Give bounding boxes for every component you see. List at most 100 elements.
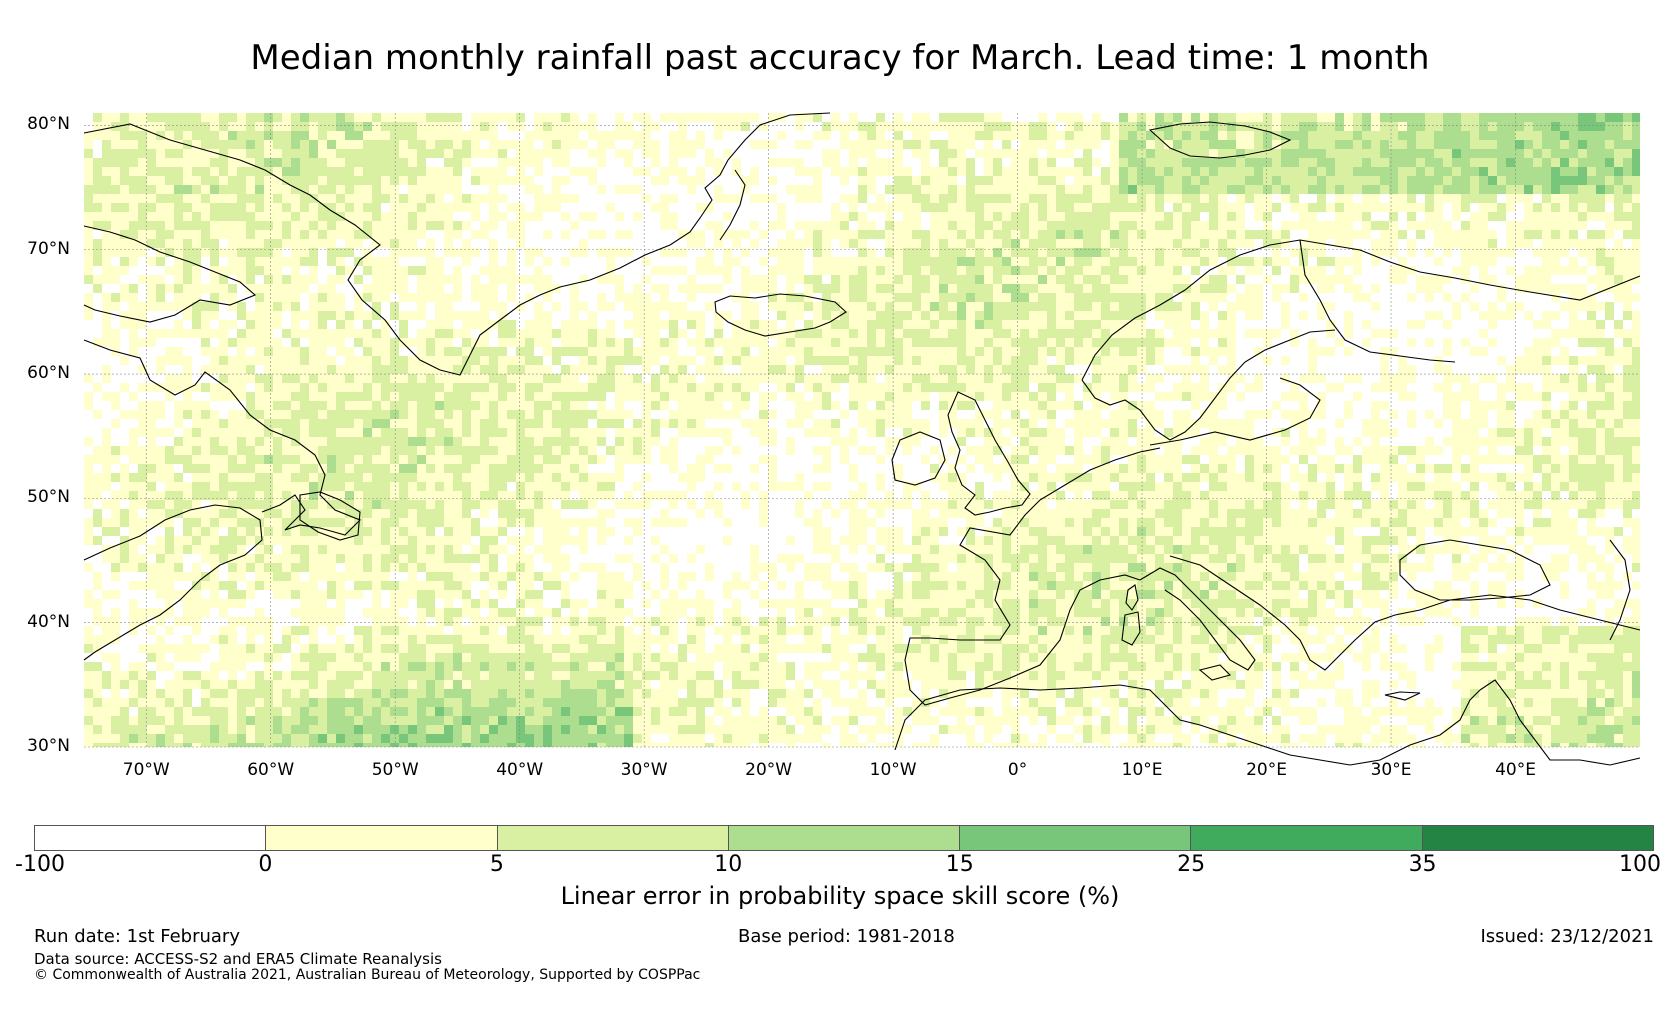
- skill-cell: [1029, 329, 1038, 338]
- skill-cell: [462, 410, 471, 419]
- skill-cell: [921, 347, 930, 356]
- skill-cell: [390, 419, 399, 428]
- skill-cell: [921, 149, 930, 158]
- skill-cell: [1542, 212, 1551, 221]
- skill-cell: [210, 194, 219, 203]
- skill-cell: [1065, 257, 1074, 266]
- skill-cell: [1578, 194, 1587, 203]
- skill-cell: [228, 167, 237, 176]
- skill-cell: [1551, 131, 1560, 140]
- skill-cell: [534, 167, 543, 176]
- skill-cell: [1524, 284, 1533, 293]
- skill-cell: [318, 374, 327, 383]
- skill-cell: [165, 230, 174, 239]
- skill-cell: [1434, 221, 1443, 230]
- skill-cell: [1614, 158, 1623, 167]
- skill-cell: [1281, 257, 1290, 266]
- skill-cell: [723, 356, 732, 365]
- skill-cell: [1056, 275, 1065, 284]
- skill-cell: [237, 437, 246, 446]
- skill-cell: [1056, 167, 1065, 176]
- skill-cell: [1119, 131, 1128, 140]
- skill-cell: [678, 131, 687, 140]
- skill-cell: [876, 428, 885, 437]
- skill-cell: [993, 419, 1002, 428]
- skill-cell: [660, 419, 669, 428]
- skill-cell: [1191, 257, 1200, 266]
- skill-cell: [984, 194, 993, 203]
- skill-cell: [453, 293, 462, 302]
- skill-cell: [1533, 284, 1542, 293]
- skill-cell: [1182, 113, 1191, 122]
- skill-cell: [921, 275, 930, 284]
- skill-cell: [507, 383, 516, 392]
- skill-cell: [1524, 194, 1533, 203]
- skill-cell: [525, 365, 534, 374]
- skill-cell: [426, 167, 435, 176]
- skill-cell: [1470, 410, 1479, 419]
- skill-cell: [894, 311, 903, 320]
- skill-cell: [1326, 347, 1335, 356]
- skill-cell: [1380, 365, 1389, 374]
- skill-cell: [111, 392, 120, 401]
- skill-cell: [642, 428, 651, 437]
- skill-cell: [984, 329, 993, 338]
- skill-cell: [1470, 392, 1479, 401]
- skill-cell: [705, 113, 714, 122]
- skill-cell: [660, 383, 669, 392]
- skill-cell: [831, 212, 840, 221]
- skill-cell: [840, 239, 849, 248]
- skill-cell: [930, 140, 939, 149]
- skill-cell: [570, 284, 579, 293]
- skill-cell: [417, 284, 426, 293]
- skill-cell: [813, 239, 822, 248]
- skill-cell: [1506, 248, 1515, 257]
- skill-cell: [1146, 356, 1155, 365]
- skill-cell: [1290, 122, 1299, 131]
- skill-cell: [1632, 311, 1640, 320]
- skill-cell: [678, 392, 687, 401]
- skill-cell: [984, 320, 993, 329]
- skill-cell: [408, 410, 417, 419]
- skill-cell: [1479, 239, 1488, 248]
- skill-cell: [813, 338, 822, 347]
- skill-cell: [1605, 167, 1614, 176]
- skill-cell: [1191, 356, 1200, 365]
- skill-cell: [1443, 239, 1452, 248]
- skill-cell: [1155, 419, 1164, 428]
- skill-cell: [462, 221, 471, 230]
- skill-cell: [1173, 338, 1182, 347]
- skill-cell: [489, 284, 498, 293]
- skill-cell: [966, 302, 975, 311]
- skill-cell: [1542, 401, 1551, 410]
- skill-cell: [1344, 374, 1353, 383]
- skill-cell: [912, 248, 921, 257]
- skill-cell: [1542, 203, 1551, 212]
- skill-cell: [1254, 329, 1263, 338]
- skill-cell: [1002, 221, 1011, 230]
- skill-cell: [1200, 257, 1209, 266]
- skill-cell: [1227, 419, 1236, 428]
- skill-cell: [336, 113, 345, 122]
- skill-cell: [417, 122, 426, 131]
- skill-cell: [849, 284, 858, 293]
- skill-cell: [246, 365, 255, 374]
- skill-cell: [480, 446, 489, 455]
- skill-cell: [1200, 221, 1209, 230]
- skill-cell: [327, 365, 336, 374]
- skill-cell: [993, 284, 1002, 293]
- skill-cell: [975, 212, 984, 221]
- skill-cell: [435, 374, 444, 383]
- skill-cell: [525, 446, 534, 455]
- skill-cell: [714, 221, 723, 230]
- skill-cell: [1245, 149, 1254, 158]
- skill-cell: [1011, 194, 1020, 203]
- skill-cell: [1488, 374, 1497, 383]
- skill-cell: [435, 428, 444, 437]
- skill-cell: [1119, 338, 1128, 347]
- skill-cell: [498, 275, 507, 284]
- skill-cell: [201, 113, 210, 122]
- skill-cell: [1614, 194, 1623, 203]
- skill-cell: [102, 149, 111, 158]
- skill-cell: [237, 419, 246, 428]
